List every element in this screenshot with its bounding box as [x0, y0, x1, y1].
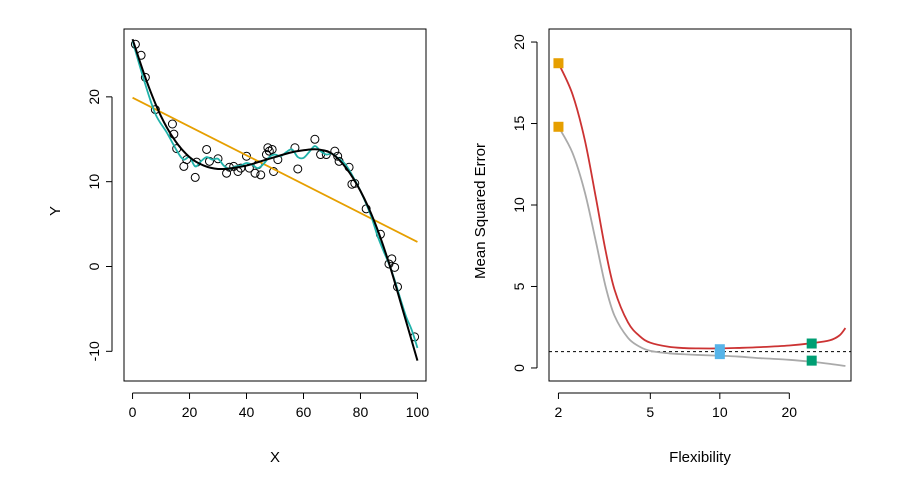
right-x-axis-title: Flexibility	[669, 449, 731, 466]
mse-marker	[714, 349, 725, 360]
data-point	[167, 119, 177, 129]
data-point	[202, 144, 212, 154]
test-mse-curve	[557, 62, 847, 350]
left-y-tick-label: 0	[86, 262, 102, 270]
left-x-tick-label: 40	[239, 404, 255, 420]
linear-fit-line	[132, 96, 418, 243]
right-markers	[553, 58, 817, 366]
data-point	[333, 151, 343, 161]
right-x-tick-label: 2	[555, 404, 563, 420]
right-y-tick-label: 15	[511, 116, 527, 132]
right-y-tick-label: 5	[511, 282, 527, 290]
data-point	[140, 72, 150, 82]
data-point	[190, 172, 200, 182]
data-point	[264, 146, 274, 156]
left-x-tick-label: 20	[182, 404, 198, 420]
mse-marker	[806, 355, 817, 366]
right-y-axis: 0 5 10 15 20	[511, 34, 538, 372]
smooth-fit-line	[131, 40, 419, 349]
mse-marker	[806, 338, 817, 349]
left-x-axis: 0 20 40 60 80 100	[129, 392, 430, 420]
right-x-tick-label: 20	[782, 404, 798, 420]
right-x-axis: 2 5 10 20	[555, 392, 798, 420]
left-x-tick-label: 60	[296, 404, 312, 420]
left-panel-scatter: X Y 0 20 40 60 80 100 -10 0 10 20	[47, 28, 430, 466]
left-fits	[131, 38, 419, 361]
true-function-line	[131, 38, 419, 361]
left-x-tick-label: 80	[353, 404, 369, 420]
right-y-tick-label: 20	[511, 34, 527, 50]
right-x-tick-label: 5	[646, 404, 654, 420]
left-y-tick-label: 10	[86, 174, 102, 190]
right-y-tick-label: 10	[511, 197, 527, 213]
left-points	[130, 39, 420, 342]
right-y-tick-label: 0	[511, 364, 527, 372]
left-x-tick-label: 100	[406, 404, 430, 420]
data-point	[310, 134, 320, 144]
data-point	[267, 144, 277, 154]
data-point	[256, 170, 266, 180]
mse-marker	[553, 58, 564, 69]
left-y-axis-title: Y	[47, 206, 64, 216]
left-x-axis-title: X	[270, 449, 280, 466]
right-y-axis-title: Mean Squared Error	[472, 143, 489, 279]
left-plot-frame	[123, 28, 427, 382]
right-plot-frame	[548, 28, 852, 382]
training-mse-curve	[557, 126, 846, 367]
data-point	[250, 168, 260, 178]
data-point	[242, 151, 252, 161]
right-curves	[557, 62, 847, 367]
left-x-tick-label: 0	[129, 404, 137, 420]
right-x-tick-label: 10	[712, 404, 728, 420]
left-y-axis: -10 0 10 20	[86, 89, 113, 361]
mse-marker	[553, 121, 564, 132]
left-y-tick-label: -10	[86, 341, 102, 361]
data-point	[293, 164, 303, 174]
left-y-tick-label: 20	[86, 89, 102, 105]
right-panel-mse: Flexibility Mean Squared Error 2 5 10 20 0 5 1…	[472, 28, 852, 466]
